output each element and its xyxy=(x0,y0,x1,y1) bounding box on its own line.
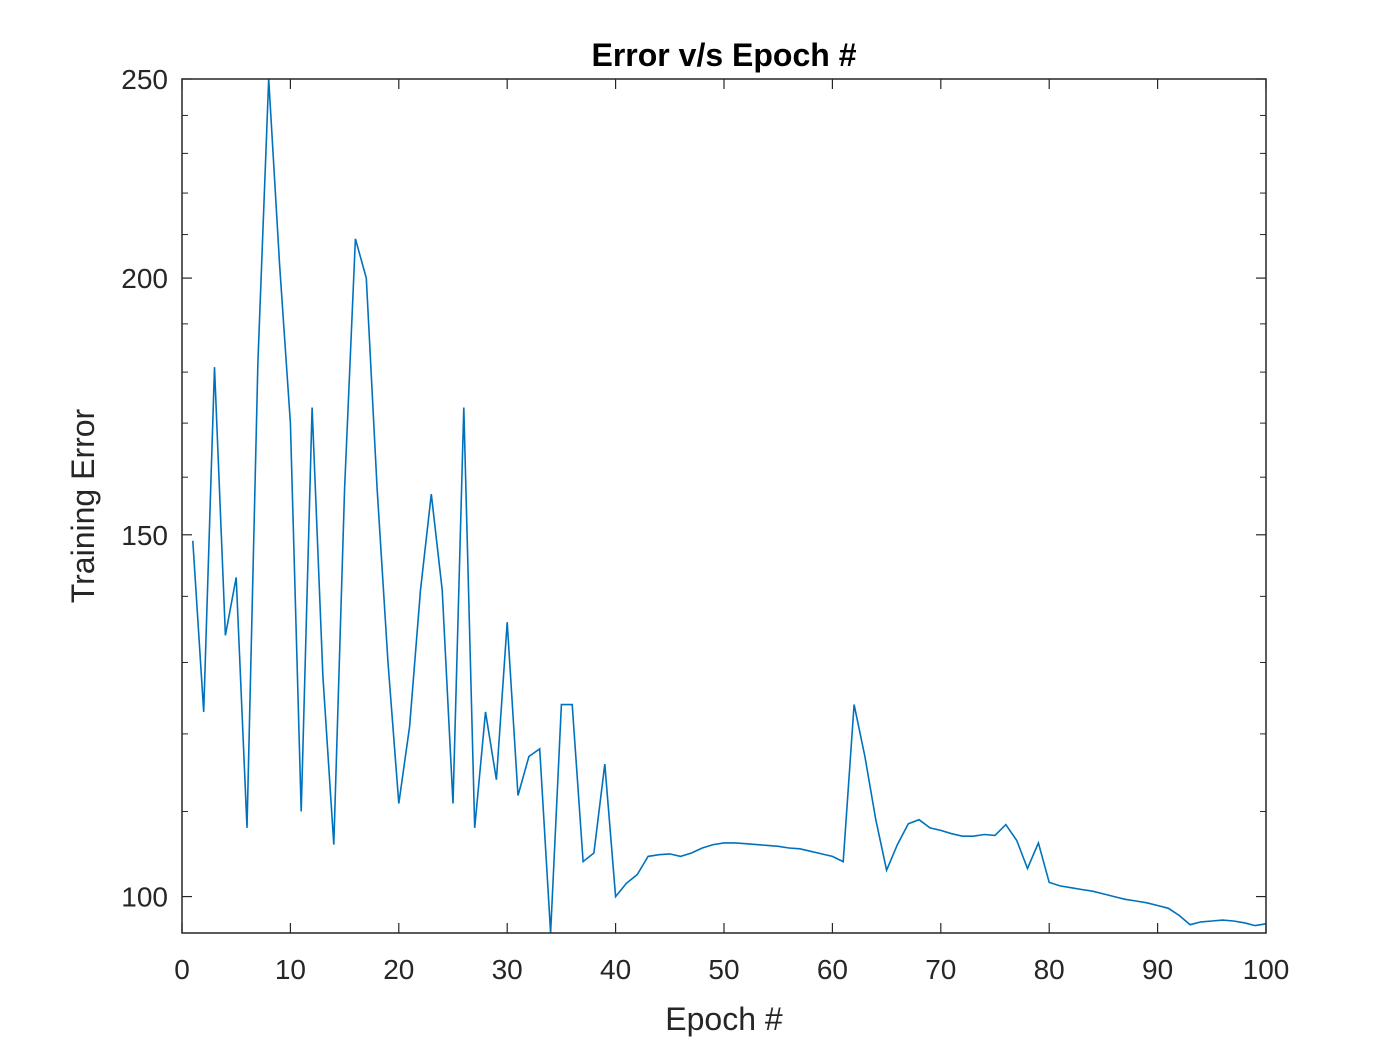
chart-title: Error v/s Epoch # xyxy=(592,37,857,73)
y-tick-label: 150 xyxy=(121,520,168,551)
x-tick-label: 60 xyxy=(817,954,848,985)
x-tick-label: 0 xyxy=(174,954,190,985)
x-tick-label: 100 xyxy=(1243,954,1290,985)
plot-box xyxy=(181,78,1267,934)
tick-labels: 0 10 20 30 40 50 60 70 80 90 100 100 150 200 250 xyxy=(121,64,1289,985)
y-tick-label: 200 xyxy=(121,263,168,294)
series-line xyxy=(192,78,1267,934)
x-tick-label: 70 xyxy=(925,954,956,985)
plot-area xyxy=(182,79,1266,933)
y-tick-label: 250 xyxy=(121,64,168,95)
x-tick-label: 50 xyxy=(708,954,739,985)
x-tick-label: 10 xyxy=(275,954,306,985)
y-axis-label: Training Error xyxy=(65,408,101,603)
y-tick-label: 100 xyxy=(121,882,168,913)
x-axis-label: Epoch # xyxy=(665,1001,783,1037)
x-tick-label: 20 xyxy=(383,954,414,985)
x-tick-label: 30 xyxy=(492,954,523,985)
axis-ticks xyxy=(181,78,1267,933)
x-tick-label: 40 xyxy=(600,954,631,985)
x-tick-label: 90 xyxy=(1142,954,1173,985)
x-tick-label: 80 xyxy=(1034,954,1065,985)
series-group xyxy=(192,78,1267,934)
